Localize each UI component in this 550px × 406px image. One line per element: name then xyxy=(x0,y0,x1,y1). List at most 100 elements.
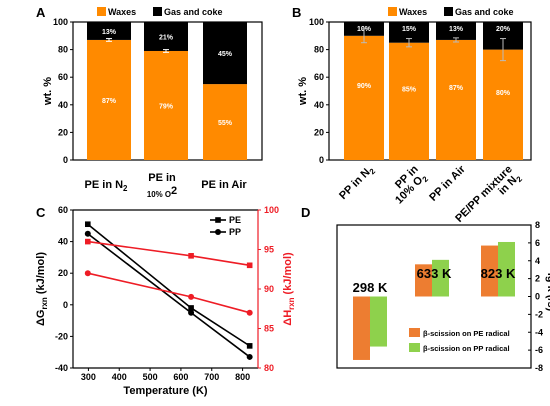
panel-c-ytick-left-label: 20 xyxy=(58,268,68,278)
panel-c-ytick-left-label: 40 xyxy=(58,237,68,247)
panel-a-legend-swatch-waxes xyxy=(97,7,106,16)
panel-a-ytick-label: 80 xyxy=(58,45,68,55)
panel-d-bar-pe xyxy=(415,264,432,297)
panel-c-label: C xyxy=(36,205,46,220)
panel-a-category-label: PE in N2 xyxy=(85,179,129,193)
panel-b-data-label-gas: 15% xyxy=(402,26,417,33)
panel-c-point xyxy=(84,230,91,237)
panel-a-ytick-label: 100 xyxy=(53,17,68,27)
panel-b-legend-swatch-gas xyxy=(444,7,453,16)
panel-c-series-line xyxy=(87,272,250,314)
panel-c-point xyxy=(188,293,195,300)
panel-c-ytick-right-label: 95 xyxy=(264,245,274,255)
panel-c-ylabel-right: ΔHrxn (kJ/mol) xyxy=(282,252,296,326)
panel-b-data-label-waxes: 85% xyxy=(402,86,417,93)
panel-b-ylabel: wt. % xyxy=(297,77,309,106)
panel-a-data-label-gas: 13% xyxy=(102,29,117,36)
panel-c-point xyxy=(246,262,253,269)
panel-b-data-label-gas: 20% xyxy=(496,26,511,33)
panel-c-point xyxy=(246,343,253,349)
panel-a-legend-gas: Gas and coke xyxy=(164,7,223,17)
panel-c-legend-marker-pe xyxy=(215,217,221,223)
panel-b-ytick-label: 20 xyxy=(314,127,324,137)
panel-a-ytick-label: 20 xyxy=(58,127,68,137)
panel-b-category-label: PP in Air xyxy=(427,163,468,204)
panel-b-bar-gas xyxy=(389,22,429,43)
panel-b-data-label-waxes: 80% xyxy=(496,90,511,97)
panel-c-xtick-label: 400 xyxy=(112,372,127,382)
panel-b-bar-waxes xyxy=(344,35,384,160)
panel-c-xtick-label: 300 xyxy=(81,372,96,382)
panel-c-legend-pe: PE xyxy=(229,215,241,225)
panel-c-series-line xyxy=(87,223,251,347)
panel-d-label: D xyxy=(301,205,310,220)
panel-b-legend-swatch-waxes xyxy=(388,7,397,16)
panel-c-point xyxy=(85,238,91,245)
panel-c-xtick-label: 800 xyxy=(235,372,250,382)
panel-c-ytick-right-label: 90 xyxy=(264,284,274,294)
panel-d-legend-swatch-pp xyxy=(409,343,420,352)
panel-a-data-label-gas: 45% xyxy=(218,51,233,58)
panel-d-ytick-label: -8 xyxy=(535,363,543,373)
panel-c-ytick-left-label: 0 xyxy=(63,300,68,310)
panel-a-bar-gas xyxy=(87,22,131,40)
panel-c-legend-marker-pp xyxy=(215,229,221,235)
panel-c-point xyxy=(85,221,91,228)
panel-a-category-label: PE in xyxy=(148,172,176,184)
panel-b-data-label-gas: 13% xyxy=(449,26,464,33)
panel-b-category-label: PP in N2 xyxy=(337,163,378,204)
panel-c-xtick-label: 600 xyxy=(173,372,188,382)
panel-b-category-line: PP in N2 xyxy=(337,163,378,204)
panel-b-ytick-label: 60 xyxy=(314,72,324,82)
panel-c-point xyxy=(188,253,194,259)
panel-c-ytick-right-label: 80 xyxy=(264,363,274,373)
panel-c-xlabel: Temperature (K) xyxy=(123,385,207,397)
panel-c-point xyxy=(188,305,194,311)
panel-a-data-label-gas: 21% xyxy=(159,34,174,41)
panel-d-category-label: 823 K xyxy=(481,266,516,281)
panel-d-ytick-label: 2 xyxy=(535,274,540,284)
panel-d-legend-swatch-pe xyxy=(409,328,420,337)
panel-d-bar-pp xyxy=(432,259,449,297)
panel-b-label: B xyxy=(292,5,301,20)
panel-b-ytick-label: 100 xyxy=(309,17,324,27)
panel-a-label: A xyxy=(36,5,46,20)
panel-b-category-line: PP in Air xyxy=(427,163,468,204)
panel-b-legend-waxes: Waxes xyxy=(399,7,427,17)
panel-c-ylabel-left: ΔGrxn (kJ/mol) xyxy=(35,252,49,326)
panel-a-ytick-label: 40 xyxy=(58,100,68,110)
panel-b-data-label-waxes: 90% xyxy=(357,83,372,90)
panel-a-bar-waxes xyxy=(203,84,247,160)
panel-d-ytick-label: 8 xyxy=(535,220,540,230)
panel-a-legend-waxes: Waxes xyxy=(108,7,136,17)
panel-a-category-label: 10% O2 xyxy=(147,185,177,199)
panel-b-legend-gas: Gas and coke xyxy=(455,7,514,17)
panel-a-data-label-waxes: 55% xyxy=(218,120,233,127)
panel-c-ytick-left-label: -40 xyxy=(55,363,68,373)
panel-d-category-label: 633 K xyxy=(417,266,452,281)
panel-c-point xyxy=(246,353,253,360)
panel-a-ytick-label: 60 xyxy=(58,72,68,82)
panel-b-bar-waxes xyxy=(483,49,523,160)
panel-c-point xyxy=(246,309,253,316)
panel-d-ytick-label: -2 xyxy=(535,309,543,319)
panel-d-ytick-label: -6 xyxy=(535,345,543,355)
panel-a-data-label-waxes: 79% xyxy=(159,103,174,110)
panel-d-legend-pe: β-scission on PE radical xyxy=(423,329,510,338)
panel-a-bar-waxes xyxy=(87,39,131,160)
panel-c-ytick-left-label: -20 xyxy=(55,331,68,341)
panel-c-legend-pp: PP xyxy=(229,227,241,237)
panel-d-bar-pe xyxy=(353,296,370,360)
panel-d-ytick-label: -4 xyxy=(535,327,543,337)
panel-a-bar-gas xyxy=(144,22,188,51)
panel-d-bar-pp xyxy=(498,241,515,297)
panel-d-bar-pe xyxy=(481,245,498,297)
panel-c-xtick-label: 500 xyxy=(143,372,158,382)
panel-b-frame xyxy=(328,21,532,161)
panel-c-ytick-right-label: 100 xyxy=(264,205,279,215)
panel-a-category-label: PE in Air xyxy=(201,179,247,191)
panel-b-data-label-waxes: 87% xyxy=(449,85,464,92)
